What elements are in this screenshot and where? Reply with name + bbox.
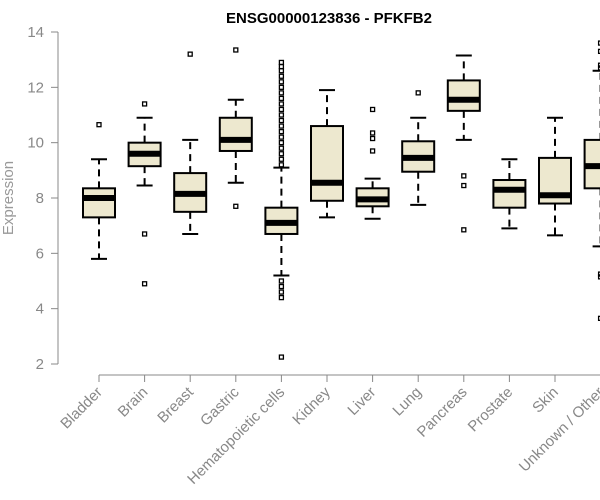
x-tick-label: Prostate — [465, 384, 517, 436]
x-tick-label: Skin — [529, 384, 562, 417]
outlier-point — [597, 271, 600, 277]
outlier-point — [278, 354, 285, 360]
box-group — [401, 90, 436, 206]
outlier-point — [278, 59, 285, 66]
outlier-point — [96, 122, 102, 128]
x-tick-label: Lung — [389, 384, 425, 420]
outlier-point — [597, 315, 600, 322]
box-group — [82, 122, 116, 260]
x-tick-label: Bladder — [57, 384, 106, 433]
outlier-point — [278, 112, 285, 118]
box-group — [446, 54, 481, 233]
y-axis-label: Expression — [0, 161, 17, 235]
outlier-point — [141, 231, 148, 237]
y-tick-label: 4 — [36, 301, 44, 318]
outlier-point — [597, 62, 600, 68]
x-tick-label: Kidney — [289, 383, 334, 428]
y-tick-label: 6 — [36, 245, 44, 262]
outlier-point — [278, 140, 285, 146]
outlier-point — [233, 203, 239, 209]
outlier-point — [369, 130, 376, 136]
outlier-point — [461, 182, 467, 189]
outlier-point — [597, 65, 600, 71]
box-group — [310, 89, 344, 219]
box-group — [583, 40, 600, 322]
outlier-point — [278, 68, 285, 74]
outlier-point — [278, 151, 285, 157]
x-tick-label: Breast — [154, 383, 197, 426]
outlier-point — [278, 73, 285, 79]
outlier-point — [278, 283, 285, 290]
outlier-point — [233, 47, 239, 53]
outlier-point — [278, 84, 285, 90]
outlier-point — [278, 134, 285, 140]
outlier-point — [597, 48, 600, 55]
iqr-box — [446, 79, 481, 112]
outlier-point — [278, 79, 285, 85]
y-tick-label: 10 — [27, 135, 44, 152]
outlier-point — [415, 90, 421, 96]
outlier-point — [369, 135, 376, 142]
box-group — [173, 51, 208, 235]
box-group — [355, 106, 390, 220]
outlier-point — [278, 63, 285, 70]
outlier-point — [278, 278, 285, 284]
outlier-point — [278, 289, 285, 295]
outlier-point — [278, 145, 285, 151]
outlier-point — [461, 173, 467, 179]
outlier-point — [369, 106, 376, 113]
outlier-point — [278, 95, 285, 102]
iqr-box — [492, 179, 527, 209]
outlier-point — [187, 51, 193, 57]
box-group — [127, 101, 162, 287]
y-tick-label: 14 — [27, 24, 44, 41]
x-tick-label: Brain — [115, 384, 152, 421]
box-group — [264, 59, 299, 360]
y-tick-label: 8 — [36, 190, 44, 207]
outlier-point — [141, 101, 148, 107]
outlier-point — [597, 40, 600, 46]
x-tick-label: Liver — [344, 384, 379, 419]
y-tick-label: 12 — [27, 79, 44, 96]
outlier-point — [278, 123, 285, 129]
outlier-point — [278, 117, 285, 124]
outlier-point — [461, 227, 467, 233]
iqr-box — [82, 187, 116, 219]
outlier-point — [278, 90, 285, 96]
boxes-group — [82, 40, 600, 360]
outlier-point — [369, 148, 376, 154]
outlier-point — [278, 156, 285, 162]
x-tick-label: Gastric — [197, 383, 243, 429]
outlier-point — [278, 162, 285, 168]
outlier-point — [597, 274, 600, 280]
x-tick-label: Pancreas — [414, 384, 471, 441]
y-tick-label: 2 — [36, 356, 44, 373]
outlier-point — [278, 294, 285, 301]
iqr-box — [218, 116, 253, 152]
outlier-point — [278, 128, 285, 135]
outlier-point — [278, 101, 285, 107]
outlier-point — [141, 281, 148, 287]
box-group — [538, 116, 572, 237]
box-group — [218, 47, 253, 209]
iqr-box — [310, 125, 344, 202]
outlier-point — [278, 106, 285, 113]
box-group — [492, 158, 527, 230]
chart-title: ENSG00000123836 - PFKFB2 — [226, 10, 432, 27]
